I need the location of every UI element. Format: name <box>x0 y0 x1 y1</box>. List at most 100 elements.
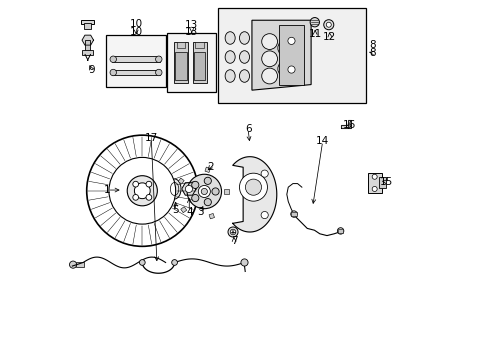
Bar <box>81 20 94 24</box>
Bar <box>85 40 90 51</box>
Circle shape <box>69 261 77 268</box>
Circle shape <box>211 188 219 195</box>
Bar <box>82 50 93 55</box>
Text: 12: 12 <box>323 32 336 41</box>
Circle shape <box>261 51 277 67</box>
Bar <box>176 42 185 48</box>
Bar <box>167 33 215 92</box>
Circle shape <box>287 37 294 44</box>
Circle shape <box>139 260 145 265</box>
Bar <box>204 167 210 172</box>
Circle shape <box>204 198 211 206</box>
Circle shape <box>261 211 268 219</box>
Bar <box>224 189 228 194</box>
Circle shape <box>261 34 277 49</box>
Circle shape <box>110 56 116 63</box>
Text: 13: 13 <box>185 20 198 30</box>
Bar <box>217 8 366 103</box>
Bar <box>175 52 186 80</box>
Circle shape <box>146 181 151 187</box>
Polygon shape <box>182 183 196 195</box>
Text: 11: 11 <box>308 29 321 39</box>
Circle shape <box>127 176 157 206</box>
Circle shape <box>86 135 198 246</box>
Text: 2: 2 <box>207 162 214 172</box>
Bar <box>279 25 303 85</box>
Ellipse shape <box>224 51 235 63</box>
Bar <box>112 69 160 75</box>
Ellipse shape <box>224 70 235 82</box>
Bar <box>84 23 91 30</box>
Circle shape <box>277 61 293 77</box>
Polygon shape <box>340 121 350 128</box>
Text: 7: 7 <box>230 236 237 246</box>
Circle shape <box>191 181 199 189</box>
Circle shape <box>204 177 211 184</box>
Ellipse shape <box>168 179 181 199</box>
Ellipse shape <box>239 51 249 63</box>
Bar <box>192 42 206 83</box>
Text: 8: 8 <box>368 48 375 58</box>
Polygon shape <box>82 35 93 45</box>
Circle shape <box>337 228 343 234</box>
Ellipse shape <box>239 32 249 44</box>
Circle shape <box>230 229 235 235</box>
Bar <box>378 177 386 188</box>
Text: 17: 17 <box>144 133 158 143</box>
Bar <box>209 213 214 219</box>
Bar <box>112 57 160 62</box>
Text: 10: 10 <box>129 27 142 37</box>
Text: 9: 9 <box>88 64 95 75</box>
Bar <box>106 35 165 87</box>
Circle shape <box>201 188 207 194</box>
Circle shape <box>110 69 116 76</box>
Circle shape <box>187 174 221 209</box>
Bar <box>174 42 188 83</box>
Text: 8: 8 <box>368 40 375 50</box>
Circle shape <box>227 227 238 237</box>
Circle shape <box>191 194 199 202</box>
Circle shape <box>239 173 267 201</box>
Circle shape <box>171 260 177 265</box>
Circle shape <box>261 170 268 177</box>
Text: 14: 14 <box>315 136 328 146</box>
Circle shape <box>290 211 297 217</box>
Ellipse shape <box>239 70 249 82</box>
Text: 1: 1 <box>104 185 111 195</box>
Circle shape <box>109 157 175 224</box>
Circle shape <box>325 22 330 27</box>
Circle shape <box>323 20 333 30</box>
Ellipse shape <box>224 32 235 44</box>
Text: 5: 5 <box>172 206 179 216</box>
Circle shape <box>155 56 162 63</box>
Bar <box>178 178 184 184</box>
Circle shape <box>261 68 277 84</box>
Text: 16: 16 <box>342 121 355 130</box>
Bar <box>290 212 296 216</box>
Text: 13: 13 <box>185 27 198 37</box>
Text: 4: 4 <box>185 207 192 217</box>
Text: 6: 6 <box>244 124 251 134</box>
Bar <box>76 262 83 267</box>
Bar <box>194 52 205 80</box>
Circle shape <box>287 66 294 73</box>
Circle shape <box>371 186 376 192</box>
Circle shape <box>371 174 376 179</box>
Bar <box>181 207 186 213</box>
Circle shape <box>146 194 151 200</box>
Bar <box>337 229 343 233</box>
Circle shape <box>309 18 319 27</box>
Text: 3: 3 <box>197 207 203 217</box>
Text: 10: 10 <box>129 19 142 30</box>
Circle shape <box>134 183 150 199</box>
Circle shape <box>198 185 210 198</box>
Circle shape <box>133 194 138 200</box>
Circle shape <box>241 259 247 266</box>
Text: 15: 15 <box>379 177 392 187</box>
Circle shape <box>245 179 261 195</box>
Bar <box>195 42 203 48</box>
Polygon shape <box>251 20 310 90</box>
Circle shape <box>185 185 192 193</box>
Polygon shape <box>232 157 276 232</box>
Circle shape <box>277 40 293 56</box>
